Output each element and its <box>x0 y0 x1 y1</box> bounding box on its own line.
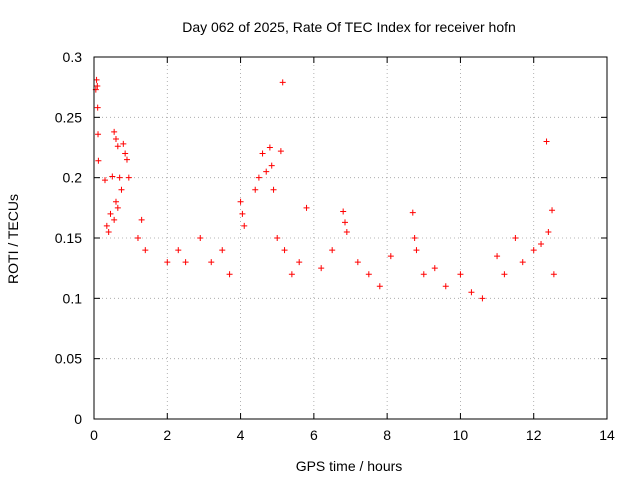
data-point <box>95 131 102 138</box>
data-point <box>114 204 121 211</box>
data-point <box>142 247 149 254</box>
data-point <box>122 150 129 157</box>
data-point <box>118 186 125 193</box>
x-tick-label: 12 <box>526 427 542 443</box>
data-point <box>112 198 119 205</box>
data-point <box>125 174 132 181</box>
data-point <box>175 247 182 254</box>
data-point <box>277 148 284 155</box>
data-point <box>94 104 101 111</box>
data-point <box>468 289 475 296</box>
data-point <box>268 162 275 169</box>
y-tick-label: 0 <box>74 411 82 427</box>
data-point <box>512 235 519 241</box>
data-point <box>281 247 288 254</box>
data-point <box>411 235 418 241</box>
data-point <box>197 235 204 241</box>
data-point <box>94 82 101 89</box>
data-point <box>318 265 325 272</box>
data-point <box>112 136 119 143</box>
x-tick-label: 8 <box>383 427 391 443</box>
data-point <box>93 76 100 83</box>
data-point <box>241 222 248 229</box>
data-point <box>219 247 226 254</box>
data-point <box>365 271 372 278</box>
data-point <box>116 174 123 181</box>
data-point <box>288 271 295 278</box>
data-point <box>550 271 557 278</box>
x-tick-label: 4 <box>237 427 245 443</box>
x-tick-label: 10 <box>453 427 469 443</box>
data-point <box>120 140 127 147</box>
data-point <box>239 210 246 217</box>
x-tick-label: 6 <box>310 427 318 443</box>
data-point <box>182 259 189 266</box>
data-point <box>266 144 273 151</box>
y-tick-label: 0.3 <box>63 49 83 65</box>
data-point <box>270 186 277 193</box>
data-point <box>95 157 102 164</box>
data-point <box>279 79 286 86</box>
data-point <box>387 253 394 260</box>
data-point <box>138 216 145 223</box>
x-tick-label: 2 <box>163 427 171 443</box>
y-tick-label: 0.1 <box>63 290 83 306</box>
data-point <box>494 253 501 260</box>
data-point <box>409 209 416 216</box>
data-point <box>530 247 537 254</box>
data-point <box>420 271 427 278</box>
data-point <box>342 219 349 226</box>
y-tick-label: 0.15 <box>55 230 82 246</box>
data-point <box>549 207 556 214</box>
data-point <box>343 228 350 235</box>
chart-title: Day 062 of 2025, Rate Of TEC Index for r… <box>182 19 516 35</box>
data-point <box>208 259 215 266</box>
data-point <box>111 128 118 135</box>
data-point <box>259 150 266 157</box>
data-point <box>442 283 449 290</box>
y-axis-label: ROTI / TECUs <box>5 194 21 284</box>
data-points <box>92 76 557 302</box>
data-point <box>354 259 361 266</box>
data-point <box>519 259 526 266</box>
data-point <box>237 198 244 205</box>
axis-ticks: 0 2 4 6 8 10 12 14 0 0.05 0.1 0.15 0.2 0.25 0.3 <box>55 49 615 443</box>
data-point <box>111 216 118 223</box>
data-point <box>543 138 550 145</box>
data-point <box>274 235 281 241</box>
data-point <box>431 265 438 272</box>
x-tick-label: 14 <box>599 427 615 443</box>
data-point <box>376 283 383 290</box>
data-point <box>538 241 545 248</box>
data-point <box>457 271 464 278</box>
data-point <box>501 271 508 278</box>
data-point <box>545 228 552 235</box>
data-point <box>255 174 262 181</box>
y-tick-label: 0.2 <box>63 170 83 186</box>
data-point <box>107 210 114 217</box>
data-point <box>479 295 486 302</box>
data-point <box>134 235 141 241</box>
data-point <box>340 208 347 215</box>
x-tick-label: 0 <box>90 427 98 443</box>
data-point <box>109 173 116 180</box>
data-point <box>123 156 130 163</box>
data-point <box>105 228 112 235</box>
data-point <box>101 177 108 184</box>
data-point <box>303 204 310 211</box>
data-point <box>103 222 110 229</box>
data-point <box>413 247 420 254</box>
y-tick-label: 0.05 <box>55 351 82 367</box>
y-tick-label: 0.25 <box>55 109 82 125</box>
data-point <box>296 259 303 266</box>
data-point <box>263 168 270 175</box>
x-axis-label: GPS time / hours <box>296 458 403 474</box>
data-point <box>329 247 336 254</box>
grid-lines <box>94 57 607 419</box>
data-point <box>164 259 171 266</box>
data-point <box>226 271 233 278</box>
data-point <box>114 143 121 150</box>
data-point <box>252 186 259 193</box>
